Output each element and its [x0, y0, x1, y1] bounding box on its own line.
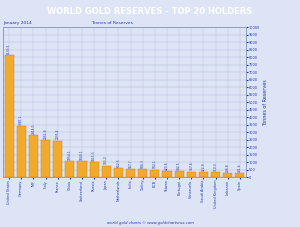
Text: 2814.0: 2814.0: [32, 123, 35, 134]
Bar: [102, 165, 111, 177]
Text: 765.2: 765.2: [104, 156, 108, 164]
Bar: [211, 173, 220, 177]
Bar: [138, 170, 147, 177]
Bar: [17, 126, 26, 177]
Text: 502.1: 502.1: [153, 160, 157, 168]
Text: 286.8: 286.8: [226, 163, 230, 172]
Bar: [187, 172, 196, 177]
Text: 423.6: 423.6: [165, 161, 169, 170]
Text: 1015.5: 1015.5: [92, 150, 96, 161]
Text: 281.6: 281.6: [238, 163, 242, 172]
Text: 322.9: 322.9: [202, 162, 206, 171]
Text: 382.5: 382.5: [177, 161, 181, 170]
Text: 1040.1: 1040.1: [80, 150, 84, 160]
Bar: [77, 161, 86, 177]
Text: Tonnes of Reserves: Tonnes of Reserves: [92, 21, 133, 25]
Bar: [150, 170, 159, 177]
Text: January 2014: January 2014: [3, 21, 32, 25]
Bar: [175, 171, 184, 177]
Text: WORLD GOLD RESERVES - TOP 20 HOLDERS: WORLD GOLD RESERVES - TOP 20 HOLDERS: [47, 7, 253, 16]
Bar: [126, 169, 135, 177]
Bar: [90, 162, 99, 177]
Text: 310.3: 310.3: [214, 163, 218, 171]
Bar: [29, 135, 38, 177]
Text: 506.3: 506.3: [141, 159, 145, 168]
Text: 557.7: 557.7: [129, 159, 133, 168]
Bar: [199, 172, 208, 177]
Bar: [223, 173, 232, 177]
Text: 367.6: 367.6: [189, 162, 193, 170]
Text: 1054.1: 1054.1: [68, 149, 72, 160]
Y-axis label: Tonnes of Reserves: Tonnes of Reserves: [263, 79, 268, 126]
Bar: [163, 171, 172, 177]
Text: 2451.8: 2451.8: [44, 129, 47, 139]
Bar: [53, 141, 62, 177]
Bar: [114, 168, 123, 177]
Text: 612.5: 612.5: [116, 158, 120, 167]
Bar: [65, 161, 74, 177]
Text: 2435.4: 2435.4: [56, 129, 60, 139]
Text: 3387.1: 3387.1: [19, 115, 23, 125]
Bar: [236, 173, 244, 177]
Bar: [41, 140, 50, 177]
Text: 8133.5: 8133.5: [7, 44, 11, 54]
Text: world gold charts © www.goldchartsrus.com: world gold charts © www.goldchartsrus.co…: [106, 221, 194, 225]
Bar: [4, 55, 14, 177]
